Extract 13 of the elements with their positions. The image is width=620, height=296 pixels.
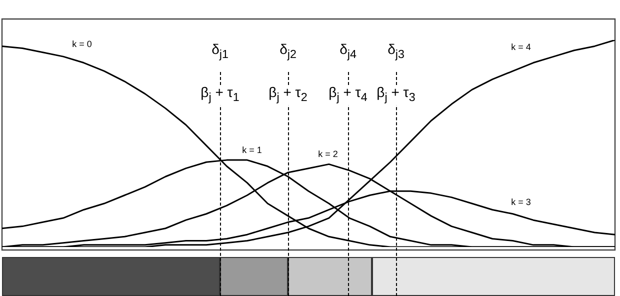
annotation: δ$_{j4}$ [340, 41, 356, 62]
annotation: β$_{j}$ + τ$_{4}$ [328, 84, 368, 105]
annotation: β$_{j}$ + τ$_{1}$ [200, 84, 240, 105]
series-label: k = 4 [511, 42, 531, 53]
series-label: k = 2 [318, 149, 338, 160]
annotation: δ$_{j2}$ [280, 41, 296, 62]
annotation: β$_{j}$ + τ$_{2}$ [268, 84, 308, 105]
series-label: k = 1 [242, 145, 262, 156]
series-label: k = 3 [511, 197, 531, 208]
annotation: β$_{j}$ + τ$_{3}$ [376, 84, 416, 105]
series-label: k = 0 [72, 39, 92, 50]
annotation: δ$_{j1}$ [212, 41, 228, 62]
annotation: δ$_{j3}$ [388, 41, 404, 62]
